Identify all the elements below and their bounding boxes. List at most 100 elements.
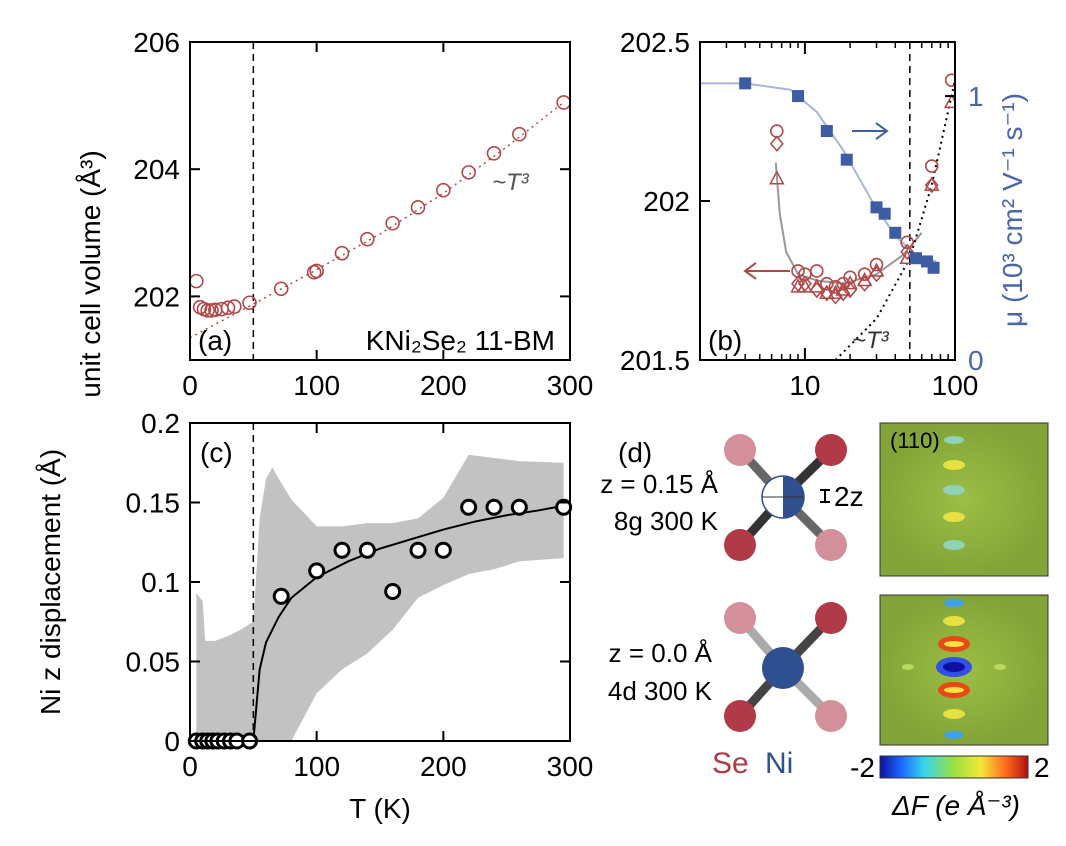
twoz-label: 2z [834,481,864,512]
panel-b-volume-diamond [797,275,812,292]
panel-b-volume-diamond [869,265,884,283]
panel-b-volume-diamond [809,281,824,299]
panel-c-point [358,541,376,559]
panel-b-xtick-label: 100 [932,370,979,401]
panel-b-volume-circle [791,264,805,278]
panel-c-xtick-label: 300 [547,751,594,782]
panel-a-point [220,300,236,316]
map-blob [943,616,965,626]
panel-c-ytick-label: 0.05 [126,647,181,678]
panel-a-frame [189,41,571,361]
panel-d: (d) 2z z = 0.15 Å 8g 300 K [600,422,1050,821]
panel-b-mobility-square [820,125,833,138]
panel-a-point [486,146,502,161]
density-map-top: (110) [879,422,1049,577]
panel-c-ytick-label: 0 [164,726,180,757]
panel-a-ytick-label: 204 [133,154,180,185]
panel-b-volume-circle [843,270,857,285]
panel-b-mobility-square [878,207,891,220]
map-label: (110) [890,428,940,453]
panel-b-volume-triangle [769,170,785,185]
panel-c-xtick-label: 0 [182,751,198,782]
panel-a-point [436,182,451,198]
panel-c-label: (c) [200,437,233,468]
panel-b-arrow-right-head [875,122,889,140]
panel-b-ytick-label: 202 [643,186,690,217]
panel-b-volume-circle [869,257,884,272]
panel-a-ytick-label: 206 [133,27,180,58]
panel-b-ytick-label: 202.5 [620,27,690,58]
panel-b-volume-triangle [943,93,955,109]
panel-c-point [384,583,402,601]
map-blob [944,641,964,647]
panel-c-xtick-label: 200 [420,751,467,782]
panel-b-volume-circle [770,124,784,138]
panel-a-annotation: KNi₂Se₂ 11-BM [366,325,555,356]
se-atom [724,700,756,732]
panel-c-point [460,498,478,516]
panel-b-volume-diamond [857,275,872,292]
panel-b-volume-circle [857,267,872,281]
se-atom [815,529,847,561]
panel-c-point [272,587,290,605]
panel-a-fit-line [189,101,565,339]
panel-c-xtick-label: 100 [293,751,340,782]
structure-top: 2z [724,434,864,561]
map-blob [944,436,964,444]
panel-a-point [200,303,216,318]
panel-b-volume-circle [828,280,843,294]
panel-a-point [334,245,350,261]
panel-c-xlabel: T (K) [349,793,411,824]
map-blob [994,664,1006,670]
panel-a-point [410,200,426,215]
bottom-site-label: 4d 300 K [608,676,713,706]
map-blob [943,662,965,672]
panel-b-mobility-square [792,90,805,103]
panel-a-point [512,126,527,142]
panel-b-right-ytick-label: 0 [968,345,984,376]
panel-b-frame [699,41,956,361]
panel-b-label: (b) [708,325,742,356]
panel-c-ylabel: Ni z displacement (Å) [35,449,66,715]
panel-b: 10 100 201.5 202 202.5 0 1 (b) ~T³ μ (10³ cm² … [620,27,1028,401]
panel-c-point [510,498,528,516]
map-blob [944,687,964,693]
panel-c-ytick-label: 0.2 [141,408,180,439]
panel-b-mobility-square [920,255,933,268]
panel-a-point [360,231,375,247]
panel-b-mobility-square [927,261,940,274]
map-blob [943,460,965,470]
panel-a-fit-label: ~T³ [492,169,530,196]
panel-c: 0 100 200 300 0 0.05 0.1 0.15 0.2 Ni z displacem… [35,408,593,824]
panel-b-volume-diamond [769,135,784,152]
colorbar-label: ΔF (e Å⁻³) [891,790,1020,821]
panel-c-point [333,541,351,559]
panel-b-mobility-square [739,77,752,90]
map-bg [879,422,1049,577]
panel-a-xtick-label: 300 [547,370,594,401]
panel-b-ylabel-right: μ (10³ cm² V⁻¹ s⁻¹) [997,93,1028,327]
legend-ni: Ni [765,747,793,780]
panel-b-volume-diamond [828,288,843,305]
map-blob [944,599,964,607]
panel-a-point [556,95,571,110]
panel-b-volume-diamond [791,275,806,292]
se-atom [815,700,847,732]
panel-b-volume-circle [924,159,939,173]
bottom-z-label: z = 0.0 Å [609,638,713,668]
legend-se: Se [712,747,749,780]
panel-a-point [461,165,476,180]
panel-a-point [385,215,400,231]
structure-bottom [724,602,847,732]
map-blob [943,485,965,495]
panel-b-volume-circle [820,276,834,291]
se-atom [724,602,756,634]
panel-b-mobility-square [889,226,902,239]
panel-b-xtick-label: 10 [789,370,820,401]
map-blob [943,540,965,550]
panel-b-arrow-left-head [743,262,757,280]
panel-b-fit-label: ~T³ [852,327,890,354]
panel-a-xtick-label: 200 [420,370,467,401]
panel-d-label: (d) [618,437,652,468]
